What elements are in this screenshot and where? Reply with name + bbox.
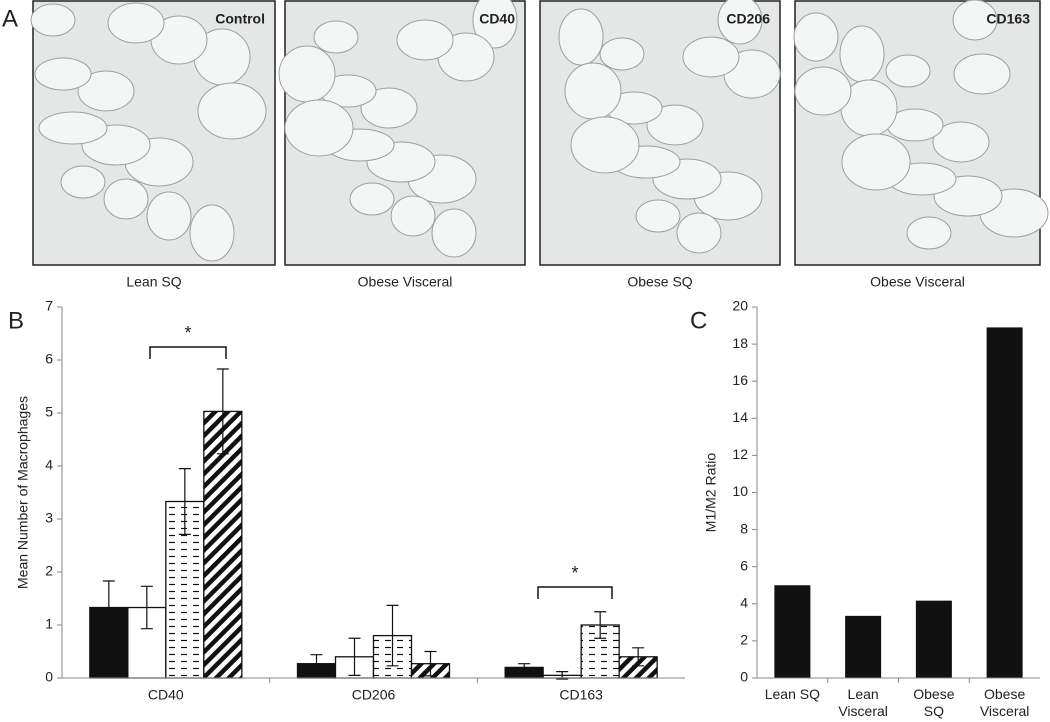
significance-marker: * — [184, 323, 191, 343]
x-tick-label: CD40 — [148, 687, 184, 703]
image-caption: Obese Visceral — [870, 274, 965, 290]
tissue-cell — [841, 133, 911, 191]
error-bar — [102, 580, 115, 635]
y-tick-label: 5 — [45, 404, 53, 420]
y-tick-label: 10 — [732, 483, 748, 499]
tissue-cell — [103, 178, 149, 220]
tissue-cell — [360, 87, 418, 129]
tissue-cell — [635, 199, 681, 233]
y-tick-label: 12 — [732, 446, 748, 462]
x-tick-label: Lean Visceral — [838, 686, 888, 719]
tissue-cell — [906, 216, 952, 250]
tissue-cell — [646, 104, 704, 146]
bar — [986, 327, 1023, 678]
tissue-cell — [431, 208, 477, 258]
y-tick-label: 16 — [732, 372, 748, 388]
tissue-cell — [38, 111, 108, 145]
y-axis-label: M1/M2 Ratio — [703, 453, 719, 533]
panel-letter: A — [2, 5, 18, 32]
tissue-cell — [952, 0, 998, 41]
error-bar — [594, 611, 607, 639]
panel-letter: C — [690, 307, 707, 334]
y-tick-label: 0 — [740, 669, 748, 685]
tissue-cell — [313, 20, 359, 54]
tissue-cell — [390, 195, 436, 237]
panel-letter: B — [8, 307, 24, 334]
y-axis-label: Mean Number of Macrophages — [15, 396, 31, 589]
y-tick-label: 8 — [740, 520, 748, 536]
error-bar — [424, 650, 437, 677]
tissue-cell — [146, 191, 192, 241]
y-tick-label: 6 — [45, 351, 53, 367]
significance-bracket — [537, 586, 613, 599]
error-bar — [632, 647, 645, 667]
stain-label: Control — [215, 11, 265, 27]
tissue-cell — [953, 53, 1011, 95]
tissue-cell — [932, 121, 990, 163]
tissue-cell — [60, 165, 106, 199]
tissue-cell — [197, 82, 267, 140]
bar — [774, 585, 811, 678]
tissue-cell — [278, 45, 336, 103]
error-bar — [386, 604, 399, 667]
image-caption: Obese SQ — [627, 274, 692, 290]
tissue-cell — [676, 212, 722, 254]
tissue-cell — [30, 3, 76, 37]
bar — [915, 600, 952, 678]
y-tick-label: 2 — [45, 563, 53, 579]
significance-bracket — [149, 346, 227, 359]
tissue-cell — [794, 66, 852, 116]
image-caption: Obese Visceral — [358, 274, 453, 290]
stain-label: CD163 — [986, 11, 1030, 27]
tissue-cell — [349, 182, 395, 216]
significance-marker: * — [571, 563, 578, 583]
tissue-cell — [77, 70, 135, 112]
x-tick-label: Lean SQ — [764, 686, 820, 702]
y-tick-label: 18 — [732, 335, 748, 351]
tissue-cell — [599, 37, 645, 71]
x-tick-label: Obese Visceral — [979, 686, 1030, 719]
tissue-cell — [284, 99, 354, 157]
tissue-cell — [793, 12, 839, 62]
error-bar — [310, 654, 323, 674]
y-tick-label: 20 — [732, 298, 748, 314]
tissue-cell — [570, 116, 640, 174]
y-tick-label: 14 — [732, 409, 748, 425]
y-tick-label: 7 — [45, 298, 53, 314]
y-tick-label: 4 — [45, 457, 53, 473]
tissue-cell — [189, 204, 235, 262]
tissue-cell — [564, 62, 622, 120]
tissue-cell — [396, 19, 454, 61]
y-tick-label: 3 — [45, 510, 53, 526]
tissue-cell — [34, 57, 92, 91]
y-tick-label: 4 — [740, 595, 748, 611]
tissue-cell — [717, 0, 763, 45]
tissue-cell — [839, 25, 885, 83]
error-bar — [216, 368, 229, 455]
x-tick-label: CD163 — [559, 687, 603, 703]
error-bar — [140, 585, 153, 630]
x-tick-label: CD206 — [352, 687, 396, 703]
tissue-cell — [107, 2, 165, 44]
bar — [203, 410, 243, 679]
image-caption: Lean SQ — [126, 274, 181, 290]
stain-label: CD206 — [726, 11, 770, 27]
tissue-cell — [558, 8, 604, 66]
error-bar — [518, 663, 531, 672]
stain-label: CD40 — [479, 11, 515, 27]
error-bar — [178, 468, 191, 535]
x-tick-label: Obese SQ — [913, 686, 955, 719]
tissue-cell — [472, 0, 518, 49]
y-tick-label: 1 — [45, 616, 53, 632]
error-bar — [348, 637, 361, 676]
y-tick-label: 2 — [740, 632, 748, 648]
y-tick-label: 0 — [45, 669, 53, 685]
tissue-cell — [885, 54, 931, 88]
y-tick-label: 6 — [740, 557, 748, 573]
tissue-cell — [682, 36, 740, 78]
bar — [845, 615, 882, 678]
